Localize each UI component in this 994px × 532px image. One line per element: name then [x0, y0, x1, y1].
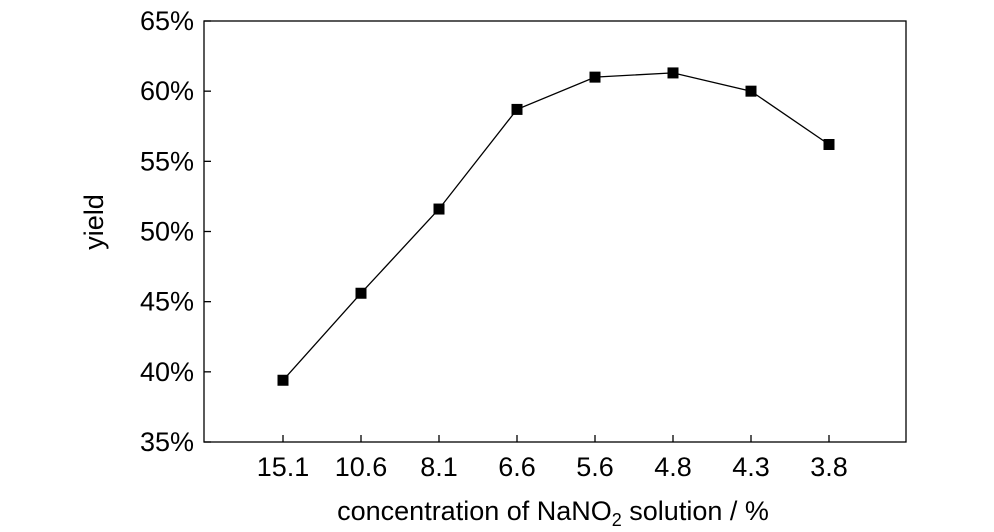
- plot-frame: [203, 20, 907, 443]
- x-tick-label: 4.3: [732, 452, 770, 482]
- series-markers: [277, 67, 835, 386]
- x-tick-label: 15.1: [257, 452, 310, 482]
- x-axis-title-tail: solution / %: [622, 496, 769, 526]
- data-point-marker: [589, 71, 601, 83]
- x-axis-ticks: 15.1 10.6 8.1 6.6 5.6 4.8 4.3 3.8: [257, 435, 848, 482]
- y-tick-label: 35%: [140, 427, 194, 457]
- data-point-marker: [433, 203, 445, 215]
- y-tick-label: 55%: [140, 146, 194, 176]
- data-point-marker: [511, 103, 523, 115]
- x-tick-label: 3.8: [810, 452, 848, 482]
- y-tick-label: 50%: [140, 217, 194, 247]
- y-axis-ticks: 35% 40% 45% 50% 55% 60% 65%: [140, 6, 211, 457]
- series-line: [282, 72, 830, 381]
- x-tick-label: 6.6: [498, 452, 536, 482]
- y-axis-title: yield: [79, 194, 109, 250]
- y-tick-label: 45%: [140, 287, 194, 317]
- data-point-marker: [277, 374, 289, 386]
- data-point-marker: [667, 67, 679, 79]
- data-point-marker: [355, 287, 367, 299]
- y-tick-label: 65%: [140, 6, 194, 36]
- y-tick-label: 40%: [140, 357, 194, 387]
- x-axis-title-subscript: 2: [612, 510, 622, 530]
- x-tick-label: 5.6: [576, 452, 614, 482]
- x-axis-title-main: concentration of NaNO: [337, 496, 612, 526]
- x-axis-title: concentration of NaNO2 solution / %: [337, 496, 769, 530]
- data-point-marker: [823, 138, 835, 150]
- y-tick-label: 60%: [140, 76, 194, 106]
- x-tick-label: 10.6: [335, 452, 388, 482]
- x-tick-label: 4.8: [654, 452, 692, 482]
- data-point-marker: [745, 85, 757, 97]
- x-tick-label: 8.1: [420, 452, 458, 482]
